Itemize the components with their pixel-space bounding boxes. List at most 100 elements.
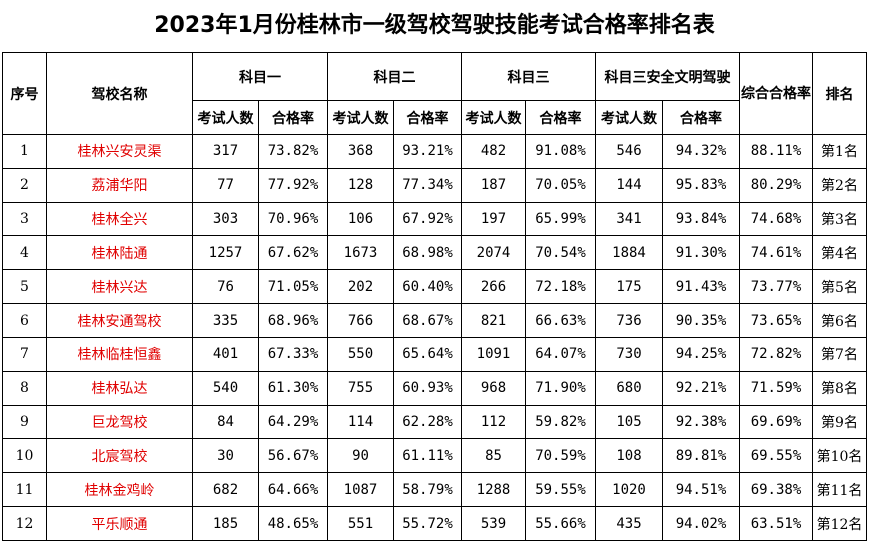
s1-examinees-cell: 303 <box>192 201 259 237</box>
header-s1-pass-rate: 合格率 <box>258 100 328 135</box>
seq-cell: 5 <box>2 269 47 305</box>
s2-examinees-cell: 90 <box>327 438 394 474</box>
header-row-2: 考试人数 合格率 考试人数 合格率 考试人数 合格率 考试人数 合格率 <box>3 100 867 135</box>
seq-cell: 2 <box>2 167 47 203</box>
school-name-cell: 桂林兴安灵渠 <box>46 134 193 169</box>
rank-cell: 第4名 <box>812 235 867 271</box>
s3-safety-examinees-cell: 175 <box>595 269 663 305</box>
header-s2-examinees: 考试人数 <box>327 100 394 135</box>
rank-cell: 第8名 <box>812 370 867 406</box>
table-row: 6 桂林安通驾校 335 68.96% 766 68.67% 821 66.63% 736 90.… <box>2 303 867 338</box>
s2-pass-rate-cell: 68.67% <box>393 303 462 338</box>
table-row: 2 荔浦华阳 77 77.92% 128 77.34% 187 70.05% 144 95.83%… <box>2 167 867 203</box>
s3-examinees-cell: 1091 <box>461 336 526 372</box>
s3-safety-pass-rate-cell: 89.81% <box>662 438 740 474</box>
s3-safety-examinees-cell: 680 <box>595 370 663 406</box>
rank-cell: 第11名 <box>812 472 867 508</box>
s1-pass-rate-cell: 64.29% <box>258 404 328 440</box>
s1-examinees-cell: 30 <box>192 438 259 474</box>
s3-examinees-cell: 85 <box>461 438 526 474</box>
table-row: 11 桂林金鸡岭 682 64.66% 1087 58.79% 1288 59.55% 1020… <box>2 472 867 508</box>
header-subject-3-safety: 科目三安全文明驾驶 <box>595 52 740 101</box>
s2-examinees-cell: 1087 <box>327 472 394 508</box>
rank-cell: 第1名 <box>812 134 867 169</box>
seq-cell: 4 <box>2 235 47 271</box>
s2-pass-rate-cell: 55.72% <box>393 506 462 541</box>
header-subject-2: 科目二 <box>327 52 462 101</box>
s1-examinees-cell: 76 <box>192 269 259 305</box>
rank-cell: 第2名 <box>812 167 867 203</box>
s3-safety-examinees-cell: 736 <box>595 303 663 338</box>
s2-pass-rate-cell: 93.21% <box>393 134 462 169</box>
s3-safety-pass-rate-cell: 92.38% <box>662 404 740 440</box>
rank-cell: 第7名 <box>812 336 867 372</box>
s2-examinees-cell: 766 <box>327 303 394 338</box>
school-name-cell: 桂林陆通 <box>46 235 193 271</box>
rank-cell: 第10名 <box>812 438 867 474</box>
s1-pass-rate-cell: 56.67% <box>258 438 328 474</box>
pass-rate-ranking-table: 序号 驾校名称 科目一 科目二 科目三 科目三安全文明驾驶 综合合格率 排名 考… <box>2 52 867 541</box>
s3-pass-rate-cell: 65.99% <box>525 201 596 237</box>
s2-examinees-cell: 106 <box>327 201 394 237</box>
overall-pass-rate-cell: 80.29% <box>739 167 813 203</box>
overall-pass-rate-cell: 72.82% <box>739 336 813 372</box>
s1-pass-rate-cell: 77.92% <box>258 167 328 203</box>
header-overall-pass-rate: 综合合格率 <box>739 52 813 135</box>
s2-pass-rate-cell: 60.40% <box>393 269 462 305</box>
header-s2-pass-rate: 合格率 <box>393 100 462 135</box>
s2-pass-rate-cell: 67.92% <box>393 201 462 237</box>
table-row: 8 桂林弘达 540 61.30% 755 60.93% 968 71.90% 680 92.21… <box>2 370 867 406</box>
s1-pass-rate-cell: 67.62% <box>258 235 328 271</box>
header-row-1: 序号 驾校名称 科目一 科目二 科目三 科目三安全文明驾驶 综合合格率 排名 <box>2 52 867 135</box>
s3-pass-rate-cell: 66.63% <box>525 303 596 338</box>
header-s3-pass-rate: 合格率 <box>525 100 596 135</box>
s1-pass-rate-cell: 61.30% <box>258 370 328 406</box>
school-name-cell: 桂林兴达 <box>46 269 193 305</box>
s3-safety-examinees-cell: 108 <box>595 438 663 474</box>
s2-pass-rate-cell: 65.64% <box>393 336 462 372</box>
seq-cell: 3 <box>2 201 47 237</box>
s3-safety-pass-rate-cell: 94.02% <box>662 506 740 541</box>
table-row: 1 桂林兴安灵渠 317 73.82% 368 93.21% 482 91.08% 546 94.… <box>2 134 867 169</box>
s3-safety-examinees-cell: 1020 <box>595 472 663 508</box>
overall-pass-rate-cell: 74.61% <box>739 235 813 271</box>
s3-examinees-cell: 2074 <box>461 235 526 271</box>
school-name-cell: 桂林弘达 <box>46 370 193 406</box>
rank-cell: 第6名 <box>812 303 867 338</box>
s2-pass-rate-cell: 60.93% <box>393 370 462 406</box>
s1-examinees-cell: 1257 <box>192 235 259 271</box>
s3-pass-rate-cell: 59.82% <box>525 404 596 440</box>
school-name-cell: 巨龙驾校 <box>46 404 193 440</box>
s1-pass-rate-cell: 71.05% <box>258 269 328 305</box>
seq-cell: 6 <box>2 303 47 338</box>
table-row: 5 桂林兴达 76 71.05% 202 60.40% 266 72.18% 175 91.43%… <box>2 269 867 305</box>
s3-safety-examinees-cell: 144 <box>595 167 663 203</box>
school-name-cell: 平乐顺通 <box>46 506 193 541</box>
s3-safety-examinees-cell: 105 <box>595 404 663 440</box>
table-row: 4 桂林陆通 1257 67.62% 1673 68.98% 2074 70.54% 1884 9… <box>2 235 867 271</box>
s2-examinees-cell: 551 <box>327 506 394 541</box>
rank-cell: 第5名 <box>812 269 867 305</box>
header-school-name: 驾校名称 <box>46 52 193 135</box>
s1-examinees-cell: 401 <box>192 336 259 372</box>
s2-pass-rate-cell: 58.79% <box>393 472 462 508</box>
s3-examinees-cell: 1288 <box>461 472 526 508</box>
school-name-cell: 荔浦华阳 <box>46 167 193 203</box>
overall-pass-rate-cell: 69.69% <box>739 404 813 440</box>
s3-safety-pass-rate-cell: 92.21% <box>662 370 740 406</box>
overall-pass-rate-cell: 69.38% <box>739 472 813 508</box>
table-row: 3 桂林全兴 303 70.96% 106 67.92% 197 65.99% 341 93.84… <box>2 201 867 237</box>
s3-safety-pass-rate-cell: 93.84% <box>662 201 740 237</box>
s1-examinees-cell: 682 <box>192 472 259 508</box>
s2-examinees-cell: 128 <box>327 167 394 203</box>
seq-cell: 10 <box>2 438 47 474</box>
seq-cell: 1 <box>2 134 47 169</box>
s3-safety-pass-rate-cell: 95.83% <box>662 167 740 203</box>
s3-safety-pass-rate-cell: 90.35% <box>662 303 740 338</box>
seq-cell: 9 <box>2 404 47 440</box>
s3-safety-examinees-cell: 546 <box>595 134 663 169</box>
s3-examinees-cell: 112 <box>461 404 526 440</box>
table-row: 7 桂林临桂恒鑫 401 67.33% 550 65.64% 1091 64.07% 730 94… <box>2 336 867 372</box>
school-name-cell: 桂林临桂恒鑫 <box>46 336 193 372</box>
header-subject-1: 科目一 <box>192 52 328 101</box>
